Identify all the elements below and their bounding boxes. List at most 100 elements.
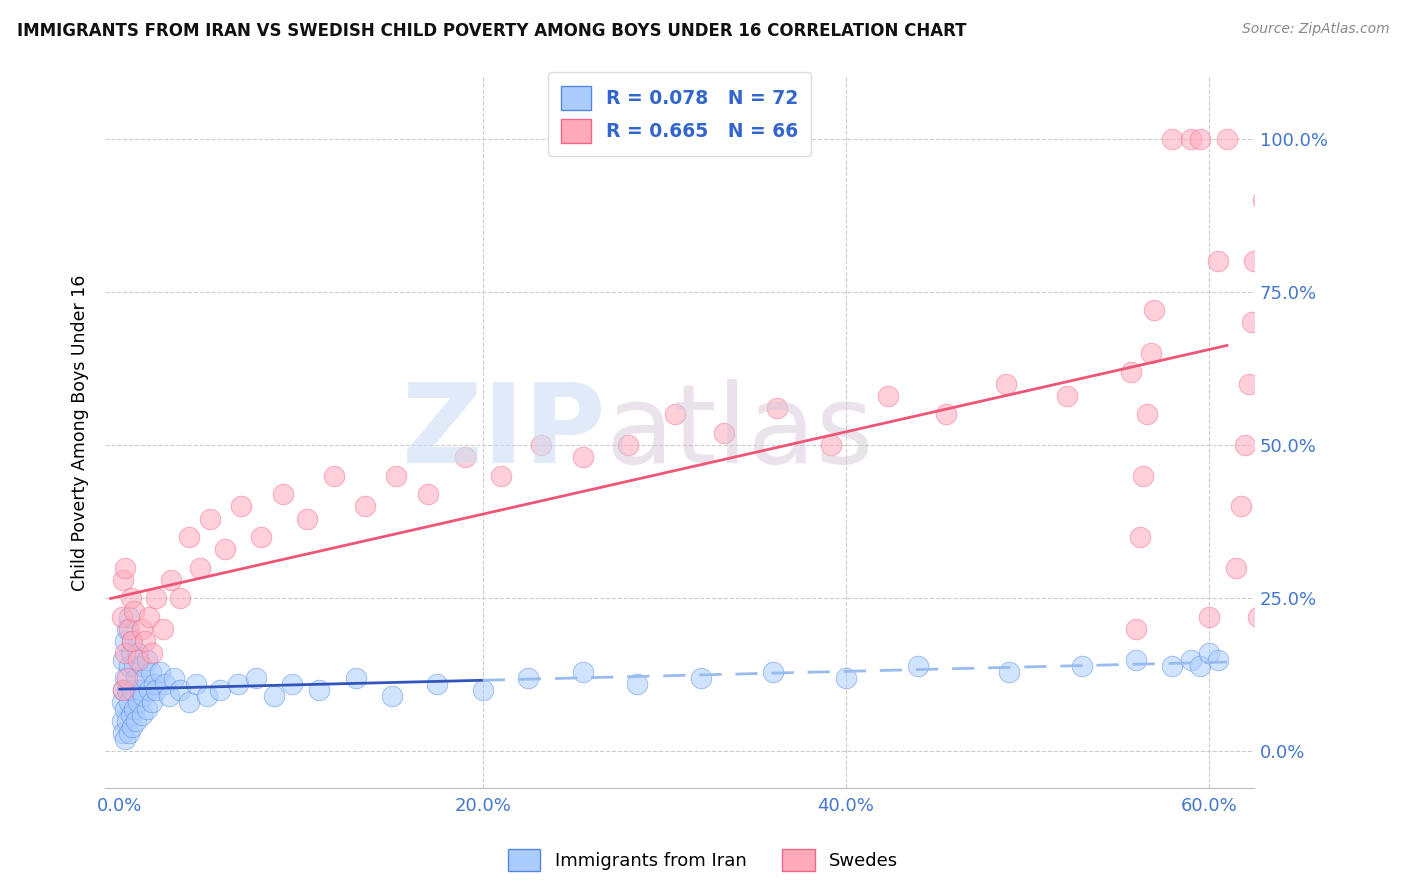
Point — [169, 683, 191, 698]
Point — [530, 438, 553, 452]
Point — [114, 560, 136, 574]
Point — [1125, 652, 1147, 666]
Point — [157, 690, 180, 704]
Point — [118, 658, 141, 673]
Point — [281, 677, 304, 691]
Point — [188, 560, 211, 574]
Text: atlas: atlas — [605, 379, 873, 486]
Point — [141, 647, 163, 661]
Point — [1180, 652, 1202, 666]
Point — [121, 634, 143, 648]
Point — [1125, 622, 1147, 636]
Point — [115, 683, 138, 698]
Point — [1198, 609, 1220, 624]
Point — [1225, 560, 1247, 574]
Point — [1136, 408, 1159, 422]
Text: IMMIGRANTS FROM IRAN VS SWEDISH CHILD POVERTY AMONG BOYS UNDER 16 CORRELATION CH: IMMIGRANTS FROM IRAN VS SWEDISH CHILD PO… — [17, 22, 966, 40]
Point — [1230, 500, 1253, 514]
Point — [149, 665, 172, 679]
Point — [689, 671, 711, 685]
Point — [112, 683, 135, 698]
Point — [131, 622, 153, 636]
Point — [141, 695, 163, 709]
Point — [114, 634, 136, 648]
Point — [134, 671, 156, 685]
Point — [118, 622, 141, 636]
Point — [118, 609, 141, 624]
Point — [295, 511, 318, 525]
Point — [471, 683, 494, 698]
Point — [762, 665, 785, 679]
Point — [571, 450, 593, 465]
Point — [169, 591, 191, 606]
Point — [322, 468, 344, 483]
Point — [571, 665, 593, 679]
Point — [384, 468, 406, 483]
Y-axis label: Child Poverty Among Boys Under 16: Child Poverty Among Boys Under 16 — [72, 275, 89, 591]
Point — [994, 376, 1017, 391]
Point — [453, 450, 475, 465]
Point — [128, 683, 150, 698]
Point — [163, 671, 186, 685]
Point — [1206, 254, 1229, 268]
Point — [159, 573, 181, 587]
Point — [114, 701, 136, 715]
Point — [489, 468, 512, 483]
Point — [353, 500, 375, 514]
Point — [231, 500, 253, 514]
Point — [112, 652, 135, 666]
Point — [1206, 652, 1229, 666]
Point — [138, 609, 160, 624]
Point — [112, 726, 135, 740]
Point — [143, 677, 166, 691]
Point — [122, 701, 145, 715]
Point — [1261, 131, 1284, 145]
Text: Source: ZipAtlas.com: Source: ZipAtlas.com — [1241, 22, 1389, 37]
Point — [308, 683, 330, 698]
Point — [131, 658, 153, 673]
Point — [184, 677, 207, 691]
Text: ZIP: ZIP — [402, 379, 605, 486]
Point — [1216, 131, 1239, 145]
Point — [115, 671, 138, 685]
Point — [114, 671, 136, 685]
Point — [1119, 364, 1142, 378]
Point — [214, 542, 236, 557]
Point — [1161, 131, 1184, 145]
Point — [1056, 389, 1078, 403]
Point — [1237, 376, 1260, 391]
Point — [208, 683, 231, 698]
Point — [1139, 346, 1161, 360]
Point — [134, 634, 156, 648]
Point — [1143, 303, 1166, 318]
Point — [114, 647, 136, 661]
Point — [121, 720, 143, 734]
Point — [127, 652, 149, 666]
Point — [664, 408, 686, 422]
Point — [1198, 647, 1220, 661]
Point — [127, 647, 149, 661]
Point — [1247, 609, 1270, 624]
Point — [118, 726, 141, 740]
Point — [381, 690, 404, 704]
Point — [1251, 193, 1274, 207]
Point — [127, 695, 149, 709]
Point — [152, 622, 174, 636]
Point — [145, 591, 167, 606]
Point — [115, 622, 138, 636]
Point — [131, 707, 153, 722]
Point — [765, 401, 787, 416]
Point — [110, 695, 132, 709]
Point — [1180, 131, 1202, 145]
Point — [195, 690, 218, 704]
Point — [250, 530, 273, 544]
Point — [136, 701, 159, 715]
Point — [118, 695, 141, 709]
Point — [998, 665, 1021, 679]
Point — [835, 671, 858, 685]
Point — [713, 425, 735, 440]
Point — [245, 671, 267, 685]
Point — [1243, 254, 1265, 268]
Point — [136, 652, 159, 666]
Point — [122, 603, 145, 617]
